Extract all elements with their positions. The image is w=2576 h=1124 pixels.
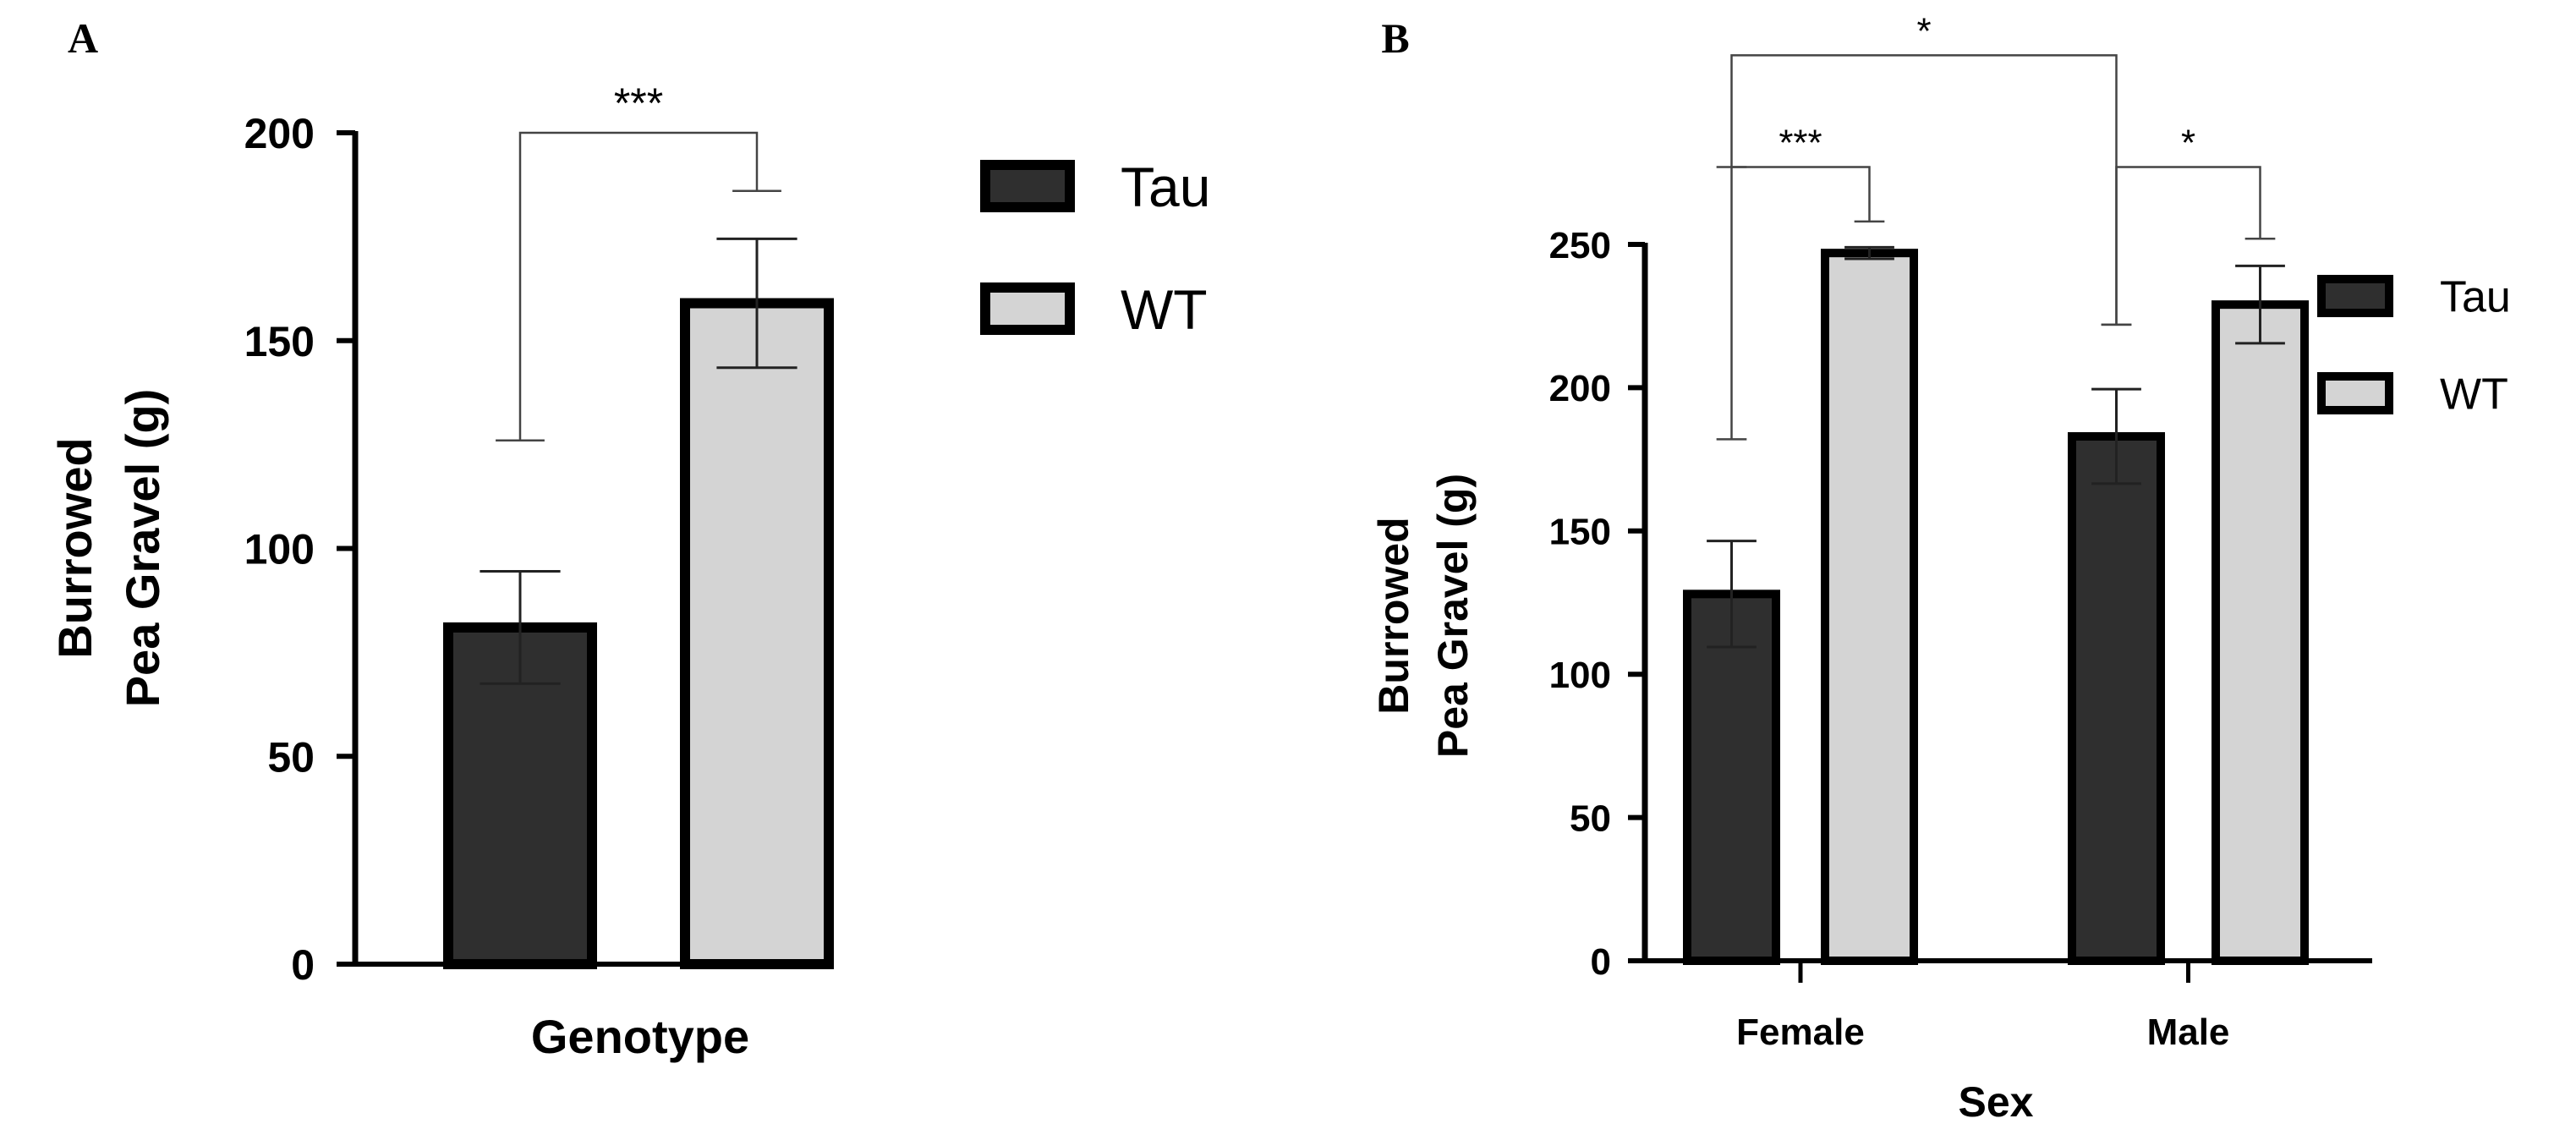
significance-label: *** (1779, 123, 1822, 164)
panel-a: A 0 50 100 150 200 Burrowed Pea Gravel (g) Genot… (48, 14, 1210, 1063)
legend-label-wt: WT (1121, 278, 1208, 341)
y-axis-title: Pea Gravel (g) (116, 389, 169, 708)
significance-bracket (518, 131, 759, 441)
legend-label-tau: Tau (1121, 156, 1210, 218)
bar-wt (2212, 300, 2309, 965)
y-axis-title: Burrowed (48, 437, 101, 658)
y-tick-label: 250 (1549, 225, 1611, 266)
bar-tau (1683, 589, 1780, 965)
y-axis-title: Pea Gravel (g) (1429, 474, 1477, 758)
y-tick-label: 0 (1591, 941, 1611, 983)
x-axis-title: Genotype (531, 1010, 749, 1063)
panel-letter: B (1381, 14, 1409, 62)
y-tick-label: 50 (1570, 798, 1611, 839)
significance-bracket (1730, 54, 2118, 325)
y-tick-label: 50 (267, 733, 315, 781)
y-tick-label: 150 (1549, 512, 1611, 553)
bar-tau (2068, 431, 2165, 965)
legend-swatch-tau (2317, 275, 2393, 317)
legend-label-tau: Tau (2440, 273, 2511, 322)
significance-label: * (2181, 123, 2195, 164)
legend-label-wt: WT (2440, 370, 2508, 419)
y-tick-label: 200 (244, 110, 315, 157)
panel-letter: A (68, 14, 98, 62)
y-axis-title: Burrowed (1370, 517, 1417, 714)
y-tick-label: 100 (1549, 655, 1611, 696)
y-tick-label: 150 (244, 318, 315, 365)
legend-swatch-tau (980, 160, 1075, 212)
significance-bracket (1730, 166, 1871, 440)
legend-swatch-wt (2317, 372, 2393, 414)
legend-swatch-wt (980, 282, 1075, 335)
bar-wt (680, 298, 834, 969)
y-tick-label: 200 (1549, 368, 1611, 409)
y-tick-label: 100 (244, 526, 315, 573)
x-axis-title: Sex (1959, 1078, 2034, 1124)
significance-label: * (1916, 10, 1931, 52)
panel-b: B 0 50 100 150 200 250 Burrowed Pea Gravel (g) Se… (1370, 10, 2511, 1124)
bar-wt (1821, 249, 1918, 965)
x-tick-label: Male (2147, 1012, 2230, 1053)
significance-label: *** (614, 80, 663, 127)
y-tick-label: 0 (291, 941, 315, 989)
x-tick-label: Female (1736, 1012, 1865, 1053)
